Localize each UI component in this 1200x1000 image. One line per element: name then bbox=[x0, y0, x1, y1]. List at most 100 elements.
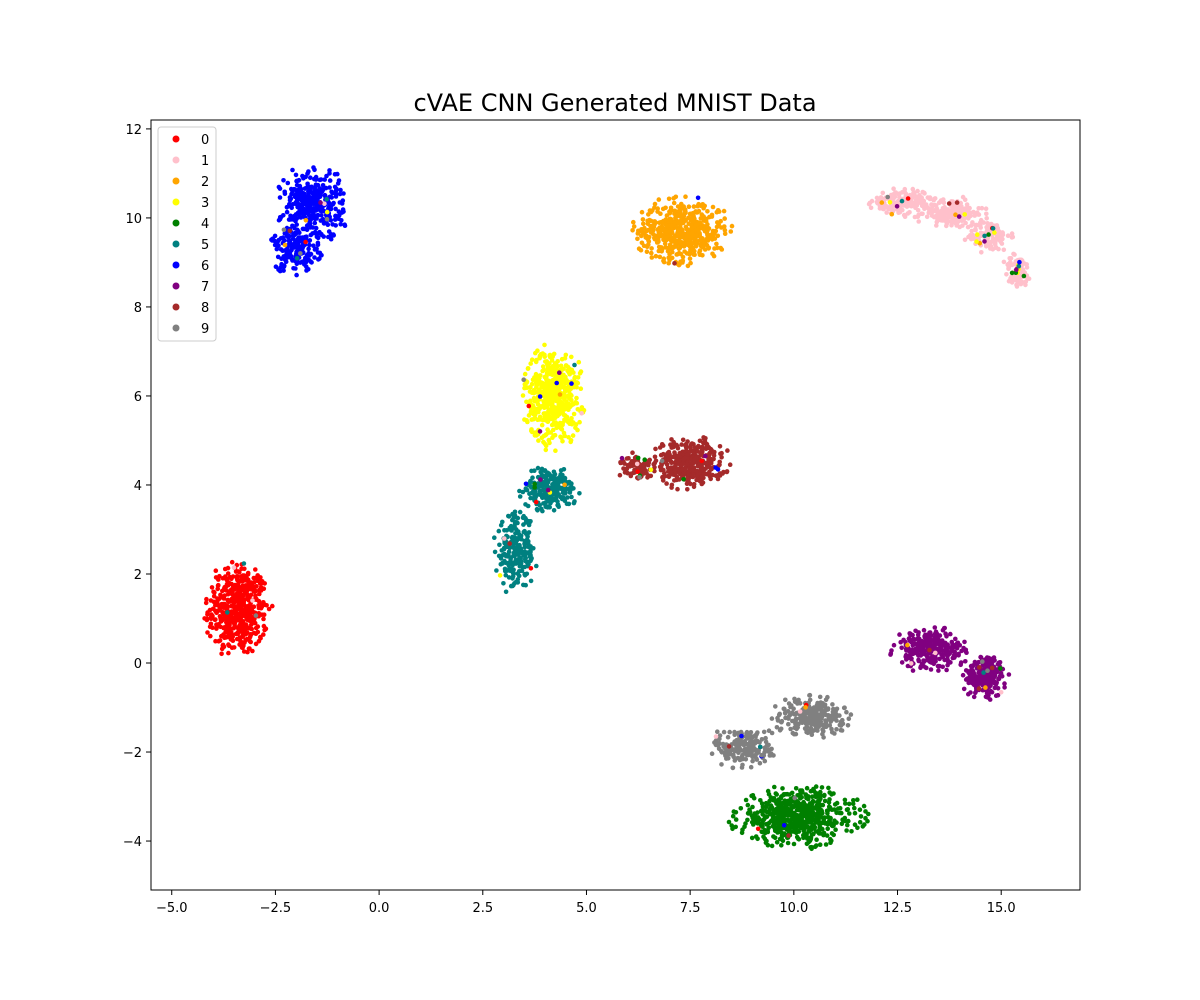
scatter-point-digit-4 bbox=[852, 822, 858, 827]
scatter-point-digit-1 bbox=[947, 213, 952, 218]
scatter-point-digit-4 bbox=[775, 825, 781, 831]
scatter-point-digit-0 bbox=[205, 630, 210, 635]
scatter-point-digit-4 bbox=[839, 821, 845, 827]
scatter-point-digit-1 bbox=[1023, 279, 1029, 284]
scatter-point-digit-1 bbox=[958, 200, 963, 206]
scatter-point-digit-2 bbox=[671, 200, 677, 206]
scatter-point-digit-4 bbox=[751, 822, 756, 827]
scatter-point-digit-0 bbox=[218, 592, 223, 598]
scatter-point-digit-0 bbox=[236, 612, 242, 617]
scatter-point-digit-0 bbox=[261, 632, 266, 637]
scatter-point-digit-2 bbox=[639, 233, 644, 239]
scatter-point-digit-4 bbox=[635, 455, 641, 461]
scatter-point-digit-4 bbox=[802, 832, 808, 837]
scatter-point-digit-3 bbox=[564, 400, 570, 406]
scatter-point-digit-3 bbox=[560, 439, 565, 444]
scatter-point-digit-3 bbox=[570, 402, 576, 407]
scatter-point-digit-4 bbox=[826, 800, 832, 805]
scatter-point-digit-6 bbox=[308, 216, 314, 221]
scatter-point-digit-0 bbox=[244, 576, 250, 581]
scatter-point-digit-9 bbox=[832, 731, 837, 736]
scatter-point-digit-2 bbox=[655, 206, 660, 211]
scatter-point-digit-4 bbox=[767, 798, 772, 804]
scatter-point-digit-1 bbox=[1024, 265, 1030, 270]
scatter-point-digit-1 bbox=[250, 598, 255, 603]
scatter-point-digit-1 bbox=[915, 214, 921, 219]
scatter-point-digit-3 bbox=[544, 413, 550, 419]
scatter-point-digit-6 bbox=[289, 191, 294, 197]
scatter-point-digit-4 bbox=[681, 477, 686, 482]
scatter-point-digit-7 bbox=[928, 667, 934, 672]
scatter-point-digit-2 bbox=[666, 245, 671, 251]
scatter-point-digit-6 bbox=[315, 231, 321, 236]
scatter-point-digit-5 bbox=[519, 564, 525, 570]
scatter-point-digit-8 bbox=[665, 453, 671, 458]
scatter-point-digit-0 bbox=[209, 585, 215, 590]
scatter-point-digit-1 bbox=[976, 212, 982, 217]
scatter-point-digit-6 bbox=[319, 213, 324, 218]
scatter-point-digit-3 bbox=[561, 430, 567, 436]
scatter-point-digit-3 bbox=[572, 375, 577, 381]
scatter-point-digit-2 bbox=[679, 213, 684, 218]
scatter-point-digit-8 bbox=[677, 458, 682, 464]
scatter-point-digit-3 bbox=[548, 409, 554, 415]
scatter-point-digit-5 bbox=[525, 550, 531, 556]
scatter-point-digit-1 bbox=[957, 208, 962, 213]
scatter-point-digit-2 bbox=[689, 231, 695, 236]
scatter-point-digit-6 bbox=[317, 194, 323, 199]
scatter-point-digit-4 bbox=[750, 804, 755, 810]
scatter-point-digit-2 bbox=[660, 206, 666, 212]
scatter-point-digit-3 bbox=[962, 212, 967, 217]
scatter-point-digit-9 bbox=[779, 718, 785, 724]
scatter-point-digit-4 bbox=[846, 801, 852, 807]
scatter-point-digit-2 bbox=[651, 231, 656, 237]
scatter-point-digit-0 bbox=[528, 566, 534, 571]
scatter-point-digit-7 bbox=[970, 678, 975, 684]
scatter-point-digit-7 bbox=[929, 660, 934, 665]
scatter-point-digit-2 bbox=[656, 197, 662, 202]
scatter-point-digit-8 bbox=[707, 452, 712, 457]
scatter-point-digit-0 bbox=[224, 576, 230, 581]
scatter-point-digit-4 bbox=[798, 805, 804, 810]
scatter-point-digit-5 bbox=[577, 491, 582, 496]
scatter-point-digit-4 bbox=[759, 808, 764, 814]
scatter-point-digit-3 bbox=[578, 386, 584, 392]
scatter-point-digit-8 bbox=[687, 449, 692, 455]
scatter-point-digit-2 bbox=[639, 209, 645, 215]
scatter-point-digit-5 bbox=[527, 545, 533, 550]
scatter-point-digit-5 bbox=[515, 580, 521, 585]
scatter-point-digit-0 bbox=[221, 644, 227, 650]
scatter-point-digit-9 bbox=[823, 724, 829, 729]
scatter-point-digit-4 bbox=[766, 820, 772, 826]
scatter-point-digit-8 bbox=[675, 486, 680, 492]
scatter-point-digit-0 bbox=[239, 598, 245, 604]
scatter-point-digit-6 bbox=[338, 187, 343, 193]
scatter-point-digit-2 bbox=[636, 246, 642, 251]
scatter-point-digit-6 bbox=[301, 176, 306, 181]
scatter-point-digit-1 bbox=[968, 233, 973, 238]
scatter-point-digit-8 bbox=[669, 445, 674, 450]
scatter-point-digit-2 bbox=[693, 244, 699, 249]
scatter-point-digit-6 bbox=[308, 175, 313, 180]
scatter-point-digit-1 bbox=[933, 650, 938, 656]
scatter-point-digit-3 bbox=[562, 407, 567, 412]
scatter-point-digit-9 bbox=[766, 728, 772, 733]
scatter-point-digit-3 bbox=[577, 419, 582, 425]
scatter-point-digit-4 bbox=[824, 833, 830, 838]
scatter-point-digit-2 bbox=[650, 208, 655, 213]
scatter-point-digit-3 bbox=[529, 429, 535, 435]
scatter-point-digit-0 bbox=[226, 642, 231, 647]
scatter-point-digit-7 bbox=[992, 685, 998, 691]
scatter-point-digit-4 bbox=[808, 806, 814, 811]
scatter-point-digit-9 bbox=[742, 739, 747, 744]
scatter-point-digit-3 bbox=[558, 385, 563, 390]
scatter-point-digit-4 bbox=[745, 802, 751, 808]
scatter-point-digit-9 bbox=[790, 730, 796, 736]
scatter-point-digit-4 bbox=[756, 819, 761, 825]
scatter-point-digit-3 bbox=[561, 412, 567, 418]
scatter-point-digit-6 bbox=[305, 197, 311, 203]
scatter-point-digit-2 bbox=[803, 705, 808, 710]
scatter-point-digit-6 bbox=[311, 165, 316, 170]
scatter-point-digit-3 bbox=[547, 371, 553, 377]
